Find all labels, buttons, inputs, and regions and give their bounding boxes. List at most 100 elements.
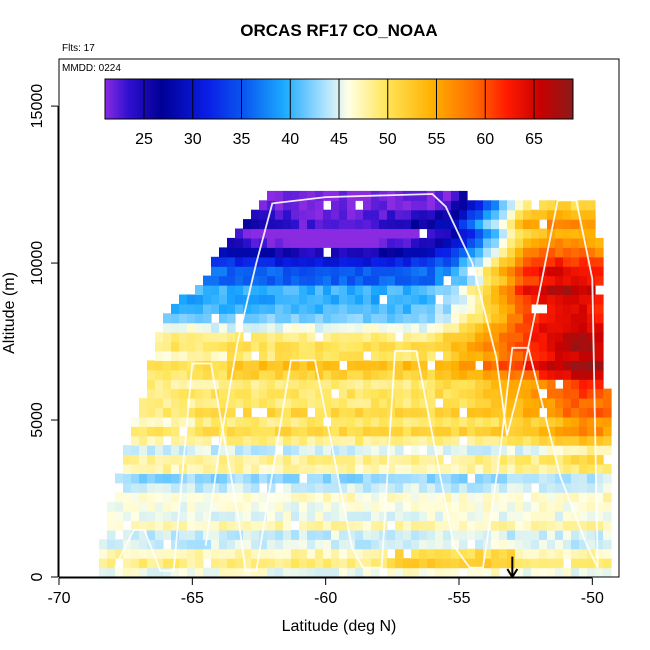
curtain-cell — [523, 539, 532, 550]
curtain-cell — [515, 266, 524, 277]
curtain-cell — [307, 332, 316, 343]
curtain-cell — [307, 548, 316, 559]
curtain-cell — [475, 388, 484, 399]
curtain-cell — [355, 464, 364, 474]
curtain-cell — [483, 567, 492, 577]
curtain-cell — [539, 398, 548, 409]
curtain-cell — [179, 398, 188, 409]
curtain-cell — [387, 351, 396, 361]
curtain-cell — [227, 398, 236, 409]
curtain-cell — [395, 482, 404, 493]
curtain-cell — [603, 435, 612, 446]
curtain-cell — [155, 501, 164, 512]
curtain-cell — [387, 228, 396, 239]
curtain-cell — [147, 520, 156, 531]
curtain-cell — [315, 237, 324, 248]
curtain-cell — [427, 520, 436, 531]
curtain-cell — [227, 426, 236, 437]
curtain-cell — [411, 285, 420, 295]
curtain-cell — [283, 275, 292, 286]
curtain-cell — [459, 285, 468, 295]
curtain-cell — [211, 492, 220, 503]
curtain-cell — [139, 398, 148, 409]
curtain-cell — [251, 454, 260, 465]
curtain-cell — [443, 209, 452, 220]
curtain-cell — [595, 322, 604, 333]
curtain-cell — [371, 285, 380, 295]
curtain-cell — [443, 303, 452, 314]
curtain-cell — [403, 341, 412, 352]
curtain-cell — [291, 379, 300, 390]
curtain-cell — [323, 473, 332, 484]
curtain-cell — [315, 454, 324, 465]
curtain-cell — [203, 360, 212, 371]
curtain-cell — [523, 398, 532, 409]
curtain-cell — [291, 369, 300, 380]
curtain-cell — [603, 388, 612, 399]
curtain-cell — [227, 492, 236, 503]
curtain-cell — [339, 369, 348, 380]
curtain-cell — [283, 454, 292, 465]
curtain-cell — [195, 416, 204, 427]
curtain-cell — [395, 492, 404, 503]
curtain-cell — [251, 256, 260, 267]
curtain-cell — [235, 473, 244, 484]
curtain-cell — [531, 219, 540, 230]
curtain-cell — [579, 388, 588, 399]
curtain-cell — [507, 454, 516, 465]
curtain-cell — [555, 558, 564, 569]
curtain-cell — [419, 351, 428, 361]
curtain-cell — [187, 520, 196, 531]
curtain-cell — [251, 464, 260, 474]
curtain-cell — [211, 351, 220, 361]
curtain-cell — [211, 285, 220, 295]
curtain-cell — [347, 369, 356, 380]
curtain-cell — [555, 567, 564, 577]
curtain-cell — [403, 228, 412, 239]
curtain-cell — [195, 435, 204, 446]
curtain-cell — [275, 407, 284, 418]
curtain-cell — [435, 200, 444, 211]
curtain-cell — [323, 332, 332, 343]
curtain-cell — [539, 482, 548, 493]
curtain-cell — [275, 435, 284, 446]
curtain-cell — [131, 482, 140, 493]
curtain-cell — [179, 435, 188, 446]
curtain-cell — [315, 548, 324, 559]
curtain-cell — [499, 294, 508, 305]
curtain-cell — [315, 275, 324, 286]
curtain-cell — [523, 501, 532, 512]
curtain-cell — [259, 473, 268, 484]
curtain-cell — [491, 426, 500, 437]
curtain-cell — [211, 558, 220, 569]
colorbar-tick-label: 40 — [281, 131, 299, 148]
curtain-cell — [163, 511, 172, 522]
curtain-cell — [427, 256, 436, 267]
curtain-cell — [267, 435, 276, 446]
curtain-cell — [307, 219, 316, 230]
curtain-cell — [235, 445, 244, 456]
curtain-cell — [299, 529, 308, 540]
curtain-cell — [363, 558, 372, 569]
curtain-cell — [555, 539, 564, 550]
curtain-cell — [363, 482, 372, 493]
curtain-cell — [291, 294, 300, 305]
curtain-cell — [435, 256, 444, 267]
curtain-cell — [299, 492, 308, 503]
curtain-cell — [483, 219, 492, 230]
curtain-cell — [475, 464, 484, 474]
curtain-cell — [299, 520, 308, 531]
curtain-cell — [395, 285, 404, 295]
curtain-cell — [539, 256, 548, 267]
curtain-cell — [499, 520, 508, 531]
curtain-cell — [579, 275, 588, 286]
curtain-cell — [603, 445, 612, 456]
curtain-cell — [347, 256, 356, 267]
curtain-cell — [323, 501, 332, 512]
curtain-cell — [563, 501, 572, 512]
curtain-cell — [579, 548, 588, 559]
curtain-cell — [515, 464, 524, 474]
curtain-cell — [339, 464, 348, 474]
curtain-cell — [427, 435, 436, 446]
curtain-cell — [379, 482, 388, 493]
